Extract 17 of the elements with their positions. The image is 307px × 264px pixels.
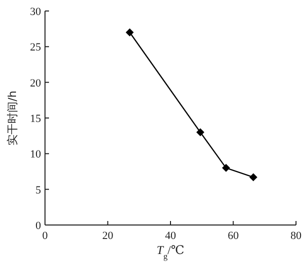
x-tick-label: 80 [290, 230, 302, 242]
x-tick-label: 40 [165, 230, 176, 242]
x-tick-label: 20 [102, 230, 114, 242]
y-tick-label: 10 [30, 148, 42, 161]
x-tick-label: 60 [228, 230, 240, 242]
y-axis-title: 实干时间/h [6, 90, 19, 146]
point [222, 164, 230, 172]
y-tick-label: 25 [30, 42, 42, 54]
x-axis-title: T$_{g}$/℃ [156, 243, 184, 260]
y-tick-label: 0 [36, 220, 42, 232]
point [196, 128, 204, 136]
y-tick-label: 20 [30, 77, 42, 90]
y-tick-label: 5 [36, 184, 42, 196]
y-tick-label: 15 [30, 113, 42, 125]
point [249, 173, 258, 182]
point [126, 28, 134, 36]
y-tick-label: 30 [30, 6, 42, 18]
